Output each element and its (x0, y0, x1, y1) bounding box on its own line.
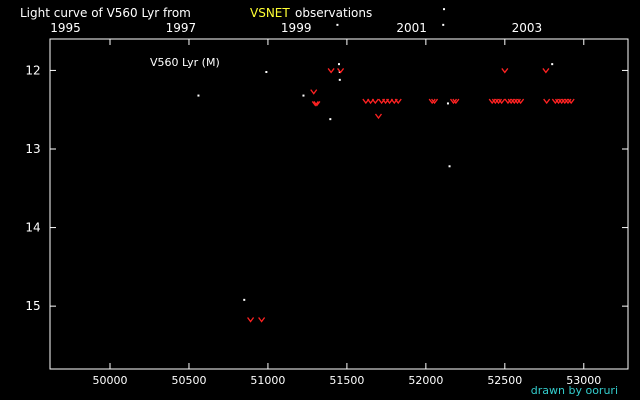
x-tick-label: 51500 (329, 374, 364, 387)
observation-point (336, 23, 339, 26)
upper-limit-mark (517, 98, 525, 105)
upper-limit-mark (564, 98, 572, 105)
upper-limit-mark (501, 68, 509, 74)
y-tick-label: 14 (25, 221, 40, 235)
plot-frame (49, 38, 629, 370)
year-tick-label: 1999 (281, 21, 312, 35)
upper-limit-mark (567, 98, 575, 105)
upper-limit-mark (431, 98, 439, 105)
x-tick-label: 53000 (566, 374, 601, 387)
x-tick-label: 50500 (171, 374, 206, 387)
upper-limit-mark (554, 98, 563, 105)
upper-limit-mark (394, 98, 402, 105)
upper-limit-mark (488, 98, 496, 105)
y-tick-label: 12 (25, 63, 40, 77)
observation-point (448, 165, 451, 168)
upper-limit-mark (311, 101, 319, 107)
upper-limit-mark (513, 98, 521, 105)
observation-point (329, 118, 332, 121)
upper-limit-mark (507, 98, 515, 105)
year-tick-label: 2001 (396, 21, 427, 35)
upper-limit-mark (542, 68, 550, 74)
upper-limit-mark (449, 98, 458, 105)
chart-title-suffix: observations (295, 6, 372, 20)
star-label: V560 Lyr (M) (150, 56, 220, 69)
upper-limit-mark (247, 317, 255, 323)
upper-limit-mark (543, 98, 551, 105)
upper-limit-mark (313, 101, 321, 107)
year-tick-label: 1995 (50, 21, 81, 35)
chart-title-source: VSNET (250, 6, 290, 20)
year-tick-label: 2003 (512, 21, 543, 35)
observation-point (338, 78, 341, 81)
upper-limit-mark (504, 98, 512, 105)
x-tick-label: 52000 (408, 374, 443, 387)
upper-limit-mark (558, 98, 566, 105)
upper-limit-mark (491, 98, 499, 105)
observation-point (243, 298, 246, 301)
upper-limit-mark (561, 98, 569, 105)
upper-limit-mark (494, 98, 503, 105)
x-tick-label: 52500 (487, 374, 522, 387)
upper-limit-mark (510, 98, 518, 105)
observation-point (442, 23, 445, 26)
observation-point (265, 71, 268, 73)
x-tick-label: 51000 (250, 374, 285, 387)
upper-limit-mark (258, 317, 266, 323)
year-tick-label: 1997 (166, 21, 197, 35)
data-marks (197, 8, 575, 323)
x-tick-label: 50000 (93, 374, 128, 387)
upper-limit-mark (428, 98, 436, 105)
observation-point (551, 63, 554, 66)
y-tick-label: 13 (25, 142, 40, 156)
upper-limit-mark (337, 68, 345, 74)
upper-limit-mark (374, 113, 383, 120)
observation-point (197, 94, 200, 97)
upper-limit-mark (498, 98, 506, 105)
upper-limit-mark (310, 89, 318, 95)
upper-limit-mark (371, 98, 379, 105)
observation-point (338, 63, 340, 66)
upper-limit-mark (452, 98, 460, 105)
chart-title-prefix: Light curve of V560 Lyr from (20, 6, 191, 20)
y-tick-label: 15 (25, 299, 40, 313)
observation-point (443, 8, 446, 11)
axes-group: 5000050500510005150052000525005300011121… (25, 21, 628, 387)
observation-point (446, 102, 449, 105)
upper-limit-mark (551, 98, 559, 105)
credit-label: drawn by ooruri (531, 384, 618, 397)
observation-point (302, 94, 305, 97)
upper-limit-mark (327, 68, 335, 74)
